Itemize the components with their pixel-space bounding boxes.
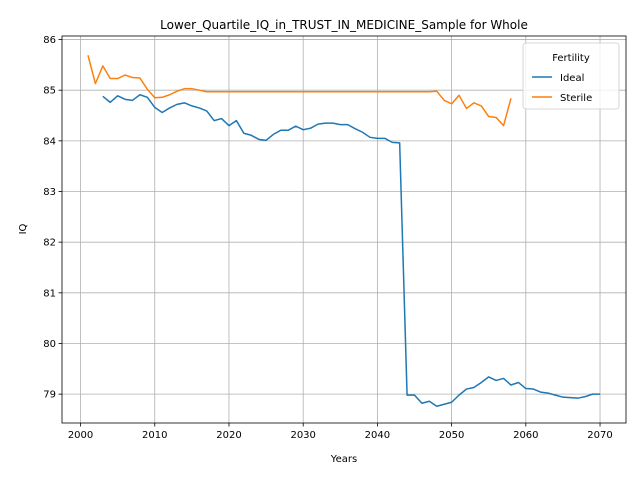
x-tick-label: 2000 [68, 430, 93, 441]
series-layer [87, 55, 601, 408]
y-tick-label: 85 [43, 86, 56, 97]
x-tick-label: 2020 [216, 430, 241, 441]
x-tick-label: 2070 [587, 430, 612, 441]
legend-entry-sterile: Sterile [560, 93, 592, 104]
y-tick-label: 84 [43, 136, 56, 147]
legend-title: Fertility [552, 53, 590, 64]
x-axis: 2000 2010 2020 2030 2040 2050 2060 2070 [68, 423, 613, 441]
x-tick-label: 2040 [365, 430, 390, 441]
x-tick-label: 2050 [439, 430, 464, 441]
x-tick-label: 2010 [142, 430, 167, 441]
y-tick-label: 83 [43, 187, 56, 198]
y-axis: 79 80 81 82 83 84 85 86 [43, 35, 62, 401]
y-tick-label: 80 [43, 339, 56, 350]
x-axis-label: Years [330, 454, 357, 465]
series-line-sterile [87, 55, 512, 127]
y-tick-label: 82 [43, 238, 56, 249]
y-tick-label: 86 [43, 35, 56, 46]
y-tick-label: 79 [43, 390, 56, 401]
y-axis-label: IQ [18, 223, 29, 234]
series-line-ideal [102, 94, 601, 408]
legend: Fertility Ideal Sterile [522, 42, 620, 110]
y-tick-label: 81 [43, 288, 56, 299]
x-tick-label: 2030 [290, 430, 315, 441]
chart-title: Lower_Quartile_IQ_in_TRUST_IN_MEDICINE_S… [160, 18, 528, 32]
legend-entry-ideal: Ideal [560, 73, 584, 84]
grid [62, 36, 626, 423]
legend-box [522, 42, 620, 110]
x-tick-label: 2060 [513, 430, 538, 441]
axes-frame [61, 35, 627, 424]
